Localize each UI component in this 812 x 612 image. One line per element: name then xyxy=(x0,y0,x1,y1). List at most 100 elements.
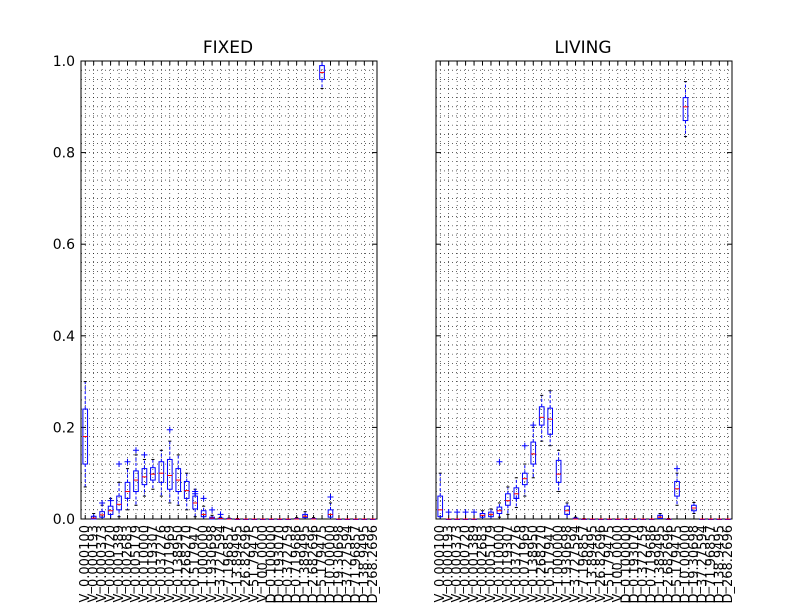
fixed-flier xyxy=(107,497,114,504)
fixed-xtick-label: V_0.000720 xyxy=(104,525,119,602)
living-box-32 xyxy=(708,518,714,520)
fixed-box-13 xyxy=(192,488,199,518)
fixed-flier xyxy=(217,511,224,518)
fixed-ytick-label: 0.8 xyxy=(53,146,75,162)
fixed-box-22 xyxy=(268,518,275,520)
fixed-box-10 xyxy=(166,426,173,504)
fixed-flier xyxy=(116,461,123,468)
living-xtick-label: D_1.389495 xyxy=(653,525,668,604)
living-flier xyxy=(496,458,503,465)
living-box-body xyxy=(682,97,689,122)
living-box-6 xyxy=(488,508,494,520)
fixed-xtick-label: V_0.000373 xyxy=(95,525,110,602)
fixed-box-3 xyxy=(107,497,114,520)
fixed-box-16 xyxy=(217,511,224,520)
fixed-flier xyxy=(209,506,216,513)
fixed-xtick-label: V_0.268270 xyxy=(180,525,195,602)
fixed-box-19 xyxy=(243,518,249,520)
living-xtick-label: V_0.000100 xyxy=(433,525,448,602)
living-box-28 xyxy=(674,465,681,506)
living-box-17 xyxy=(581,518,587,520)
living-box-10 xyxy=(521,442,528,497)
fixed-xtick-label: D_2.682696 xyxy=(307,525,322,604)
fixed-box-1 xyxy=(90,513,97,520)
fixed-xtick-label: V_3.727594 xyxy=(214,525,229,602)
fixed-box-14 xyxy=(200,495,207,520)
fixed-xtick-label: V_0.037276 xyxy=(154,525,169,602)
living-box-21 xyxy=(615,518,621,520)
living-box-19 xyxy=(598,518,604,520)
living-box-4 xyxy=(471,509,478,520)
fixed-xtick-label: V_0.005179 xyxy=(129,525,144,602)
fixed-box-30 xyxy=(336,518,342,520)
fixed-xtick-label: D_0.193070 xyxy=(273,525,288,604)
living-xtick-label: D_0.719686 xyxy=(645,525,660,604)
fixed-box-7 xyxy=(141,451,148,497)
fixed-flier xyxy=(166,426,173,433)
fixed-ytick-label: 0.2 xyxy=(53,420,75,436)
living-flier xyxy=(513,495,520,502)
living-box-29 xyxy=(682,81,689,138)
fixed-xtick-label: D_1.389495 xyxy=(298,525,313,604)
fixed-box-9 xyxy=(158,449,165,497)
fixed-box-26 xyxy=(302,511,308,520)
fixed-xtick-label: V_100.0000 xyxy=(256,525,271,602)
fixed-xtick-label: V_0.002683 xyxy=(121,525,136,602)
living-box-33 xyxy=(716,518,723,520)
fixed-box-body xyxy=(133,470,139,493)
fixed-xtick-label: V_0.517947 xyxy=(188,525,203,602)
panel-fixed-title: FIXED xyxy=(203,38,253,58)
living-box-body xyxy=(538,406,545,426)
fixed-box-33 xyxy=(361,518,368,520)
fixed-xtick-label: D_71.96857 xyxy=(349,525,364,604)
living-box-3 xyxy=(462,509,469,520)
living-xtick-label: V_0.005179 xyxy=(484,525,499,602)
living-box-0 xyxy=(437,472,444,520)
fixed-flier xyxy=(327,494,334,501)
fixed-xtick-label: V_0.000100 xyxy=(78,525,93,602)
fixed-box-11 xyxy=(175,454,182,506)
fixed-box-2 xyxy=(99,499,106,520)
panel-living: LIVING V_0.000100V_0.000193V_0.000373V_0… xyxy=(433,38,736,604)
living-xtick-label: D_19.30698 xyxy=(687,525,702,604)
fixed-xtick-label: D_0.719686 xyxy=(290,525,305,604)
living-xtick-label: V_51.79475 xyxy=(602,525,617,602)
fixed-box-29 xyxy=(327,494,334,520)
fixed-box-8 xyxy=(150,458,156,490)
fixed-flier xyxy=(192,490,199,497)
fixed-xtick-label: V_0.010000 xyxy=(137,525,152,602)
fixed-xtick-label: D_19.30698 xyxy=(332,525,347,604)
living-flier xyxy=(530,422,537,429)
fixed-xtick-label: V_0.001389 xyxy=(112,525,127,602)
living-box-body xyxy=(555,459,562,483)
fixed-flier xyxy=(200,495,207,502)
fixed-ytick-label: 0.6 xyxy=(53,237,75,253)
fixed-box-6 xyxy=(132,447,139,506)
living-box-20 xyxy=(606,518,613,520)
living-xtick-label: D_0.372759 xyxy=(636,525,651,604)
fixed-box-24 xyxy=(285,518,292,520)
living-box-12 xyxy=(538,394,545,442)
fixed-box-12 xyxy=(183,472,190,511)
living-xtick-label: D_0.193070 xyxy=(628,525,643,604)
living-flier xyxy=(445,509,452,516)
fixed-xtick-label: V_0.019307 xyxy=(146,525,161,602)
fixed-xtick-label: V_1.000000 xyxy=(197,525,212,602)
living-xtick-label: V_1.930698 xyxy=(560,525,575,602)
fixed-box-15 xyxy=(209,506,216,520)
living-xtick-label: V_0.071969 xyxy=(518,525,533,602)
fixed-box-23 xyxy=(276,518,283,520)
fixed-xtick-label: V_1.930698 xyxy=(205,525,220,602)
living-box-14 xyxy=(555,449,562,493)
living-box-7 xyxy=(496,458,503,518)
living-box-24 xyxy=(640,518,647,520)
fixed-xtick-label: D_10.00000 xyxy=(323,525,338,604)
fixed-box-body xyxy=(166,458,173,490)
living-xtick-label: D_10.00000 xyxy=(678,525,693,604)
fixed-box-31 xyxy=(344,518,351,520)
living-xtick-label: V_0.001389 xyxy=(467,525,482,602)
fixed-xtick-label: V_0.071969 xyxy=(163,525,178,602)
living-xtick-label: V_0.000720 xyxy=(459,525,474,602)
living-xtick-label: D_268.2696 xyxy=(721,525,736,604)
